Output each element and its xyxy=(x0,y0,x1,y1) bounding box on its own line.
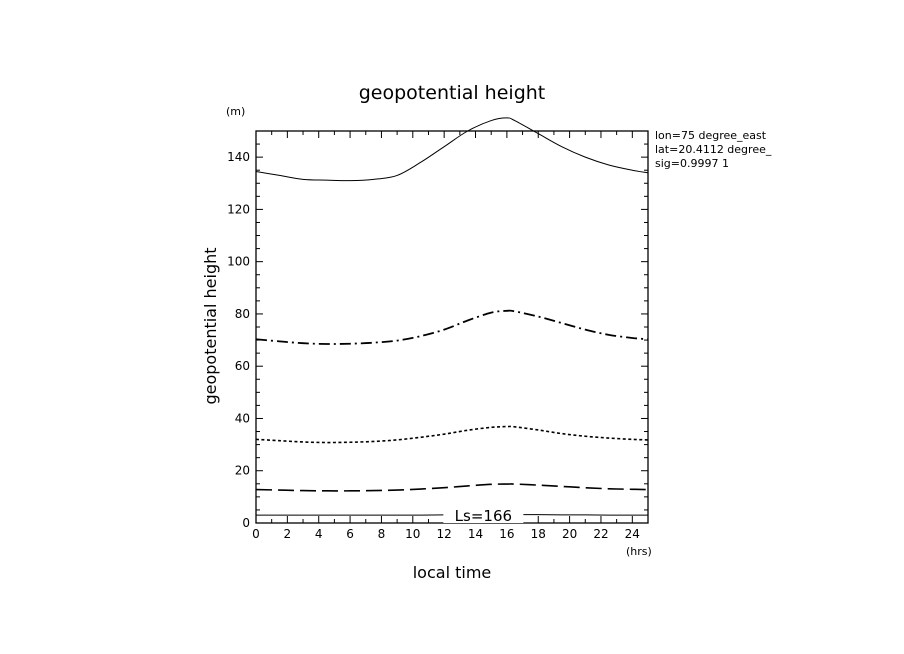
x-tick-label: 10 xyxy=(405,527,420,541)
y-tick-label: 140 xyxy=(227,150,250,164)
y-axis-title: geopotential height xyxy=(201,247,220,404)
x-tick-label: 14 xyxy=(468,527,483,541)
x-tick-label: 12 xyxy=(437,527,452,541)
chart-title: geopotential height xyxy=(359,82,546,104)
x-tick-label: 6 xyxy=(346,527,354,541)
series-line-3 xyxy=(256,425,648,444)
plot-area: 0 2 4 6 8 10 12 14 16 18 20 22 24020406080100120140L… xyxy=(227,117,649,541)
y-tick-label: 40 xyxy=(235,411,250,425)
x-tick-label: 24 xyxy=(625,527,640,541)
y-tick-label: 0 xyxy=(242,516,250,530)
x-tick-label: 22 xyxy=(593,527,608,541)
y-unit-label: (m) xyxy=(226,105,245,118)
y-tick-label: 80 xyxy=(235,307,250,321)
x-tick-label: 0 xyxy=(252,527,260,541)
x-tick-label: 16 xyxy=(499,527,514,541)
series-line-1 xyxy=(256,117,648,182)
info-lat: lat=20.4112 degree_ xyxy=(655,143,772,156)
x-tick-label: 20 xyxy=(562,527,577,541)
annotation-background xyxy=(443,507,524,523)
x-axis-title: local time xyxy=(413,563,492,582)
y-tick-label: 60 xyxy=(235,359,250,373)
info-lon: lon=75 degree_east xyxy=(655,129,767,142)
x-tick-label: 4 xyxy=(315,527,323,541)
series-line-2 xyxy=(256,309,648,345)
x-unit-label: (hrs) xyxy=(626,545,652,558)
ls-annotation: Ls=166 xyxy=(455,507,512,525)
info-sig: sig=0.9997 1 xyxy=(655,157,729,170)
x-tick-label: 18 xyxy=(531,527,546,541)
series-line-4 xyxy=(256,483,648,492)
x-tick-label: 8 xyxy=(378,527,386,541)
y-tick-label: 20 xyxy=(235,464,250,478)
x-tick-label: 2 xyxy=(284,527,292,541)
y-tick-label: 120 xyxy=(227,202,250,216)
y-tick-label: 100 xyxy=(227,255,250,269)
